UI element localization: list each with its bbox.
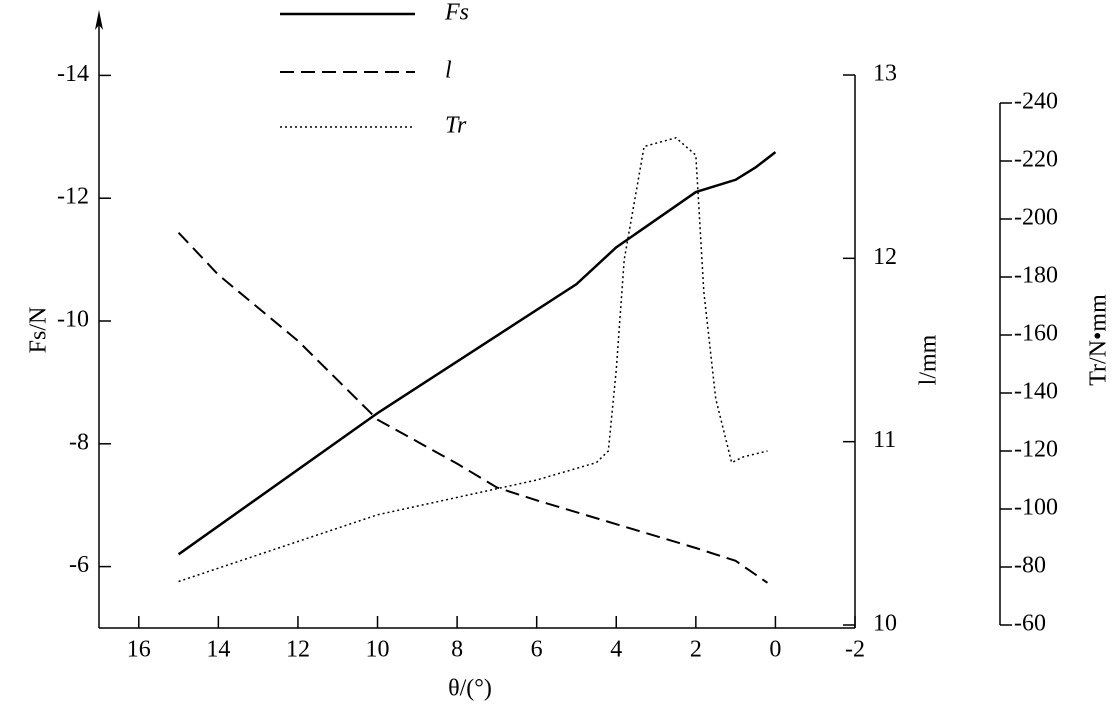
x-tick-label: 2 — [690, 637, 702, 663]
y-tick-label: -8 — [69, 429, 89, 455]
x-tick-label: 6 — [531, 637, 543, 663]
y3-axis-label: Tr/N•mm — [1086, 294, 1112, 386]
y3-tick-label: -240 — [1014, 89, 1058, 115]
y3-tick-label: -120 — [1014, 437, 1058, 463]
legend-label: Tr — [445, 113, 467, 139]
y2-axis-label: l/mm — [916, 334, 942, 385]
y-axis-arrow — [95, 10, 103, 30]
y2-tick-label: 13 — [873, 61, 897, 87]
y3-tick-label: -160 — [1014, 321, 1058, 347]
y-tick-label: -6 — [69, 552, 89, 578]
y3-tick-label: -60 — [1014, 611, 1046, 637]
y3-tick-label: -200 — [1014, 205, 1058, 231]
y2-tick-label: 10 — [873, 611, 897, 637]
y-axis-label: Fs/N — [26, 307, 52, 354]
y2-tick-label: 11 — [873, 427, 896, 453]
y3-tick-label: -80 — [1014, 553, 1046, 579]
x-tick-label: 14 — [206, 637, 230, 663]
x-tick-label: 12 — [286, 637, 310, 663]
y-tick-label: -12 — [57, 184, 89, 210]
x-tick-label: -2 — [845, 637, 865, 663]
y-tick-label: -14 — [57, 61, 89, 87]
legend-label: l — [445, 58, 452, 84]
x-tick-label: 0 — [769, 637, 781, 663]
series-line — [178, 136, 768, 583]
y3-tick-label: -180 — [1014, 263, 1058, 289]
x-tick-label: 10 — [366, 637, 390, 663]
y3-tick-label: -220 — [1014, 147, 1058, 173]
y-tick-label: -10 — [57, 307, 89, 333]
y3-tick-label: -140 — [1014, 379, 1058, 405]
series-line — [177, 231, 769, 584]
x-tick-label: 16 — [127, 637, 151, 663]
x-tick-label: 4 — [610, 637, 622, 663]
x-axis-label: θ/(°) — [448, 676, 492, 702]
series-line — [177, 151, 777, 556]
y3-tick-label: -100 — [1014, 495, 1058, 521]
y2-tick-label: 12 — [873, 244, 897, 270]
x-tick-label: 8 — [451, 637, 463, 663]
legend-label: Fs — [444, 0, 469, 26]
